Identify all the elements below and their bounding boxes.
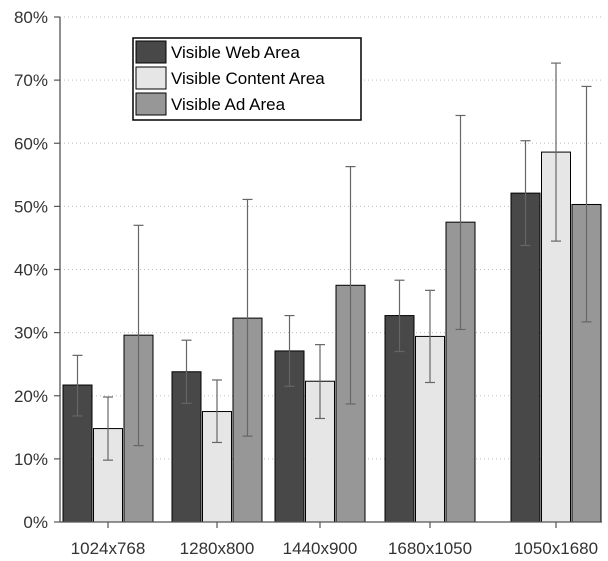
x-tick-label: 1280x800 bbox=[180, 539, 255, 558]
x-tick-label: 1024x768 bbox=[71, 539, 146, 558]
y-tick-label: 20% bbox=[14, 387, 48, 406]
legend-swatch bbox=[135, 66, 167, 90]
y-tick-label: 60% bbox=[14, 134, 48, 153]
legend-label: Visible Content Area bbox=[171, 69, 325, 88]
error-bars bbox=[72, 62, 592, 461]
legend-label: Visible Ad Area bbox=[171, 95, 286, 114]
legend-swatch bbox=[135, 40, 167, 64]
y-tick-label: 80% bbox=[14, 8, 48, 27]
y-tick-label: 10% bbox=[14, 450, 48, 469]
legend-swatch bbox=[135, 92, 167, 116]
x-tick-label: 1680x1050 bbox=[388, 539, 472, 558]
x-tick-label: 1440x900 bbox=[283, 539, 358, 558]
y-tick-label: 0% bbox=[23, 513, 48, 532]
legend: Visible Web Area Visible Content Area Visi… bbox=[132, 37, 362, 121]
bars bbox=[62, 151, 602, 523]
y-tick-label: 70% bbox=[14, 71, 48, 90]
x-tick-label: 1050x1680 bbox=[514, 539, 598, 558]
legend-box bbox=[132, 37, 362, 121]
y-tick-label: 50% bbox=[14, 197, 48, 216]
x-tick-labels: 1024x768 1280x800 1440x900 1680x1050 1050x16… bbox=[71, 539, 598, 558]
y-tick-labels: 0% 10% 20% 30% 40% 50% 60% 70% 80% bbox=[14, 8, 48, 532]
y-tick-label: 30% bbox=[14, 324, 48, 343]
axes bbox=[54, 16, 602, 528]
bar bbox=[171, 371, 202, 523]
legend-label: Visible Web Area bbox=[171, 43, 300, 62]
y-tick-label: 40% bbox=[14, 261, 48, 280]
